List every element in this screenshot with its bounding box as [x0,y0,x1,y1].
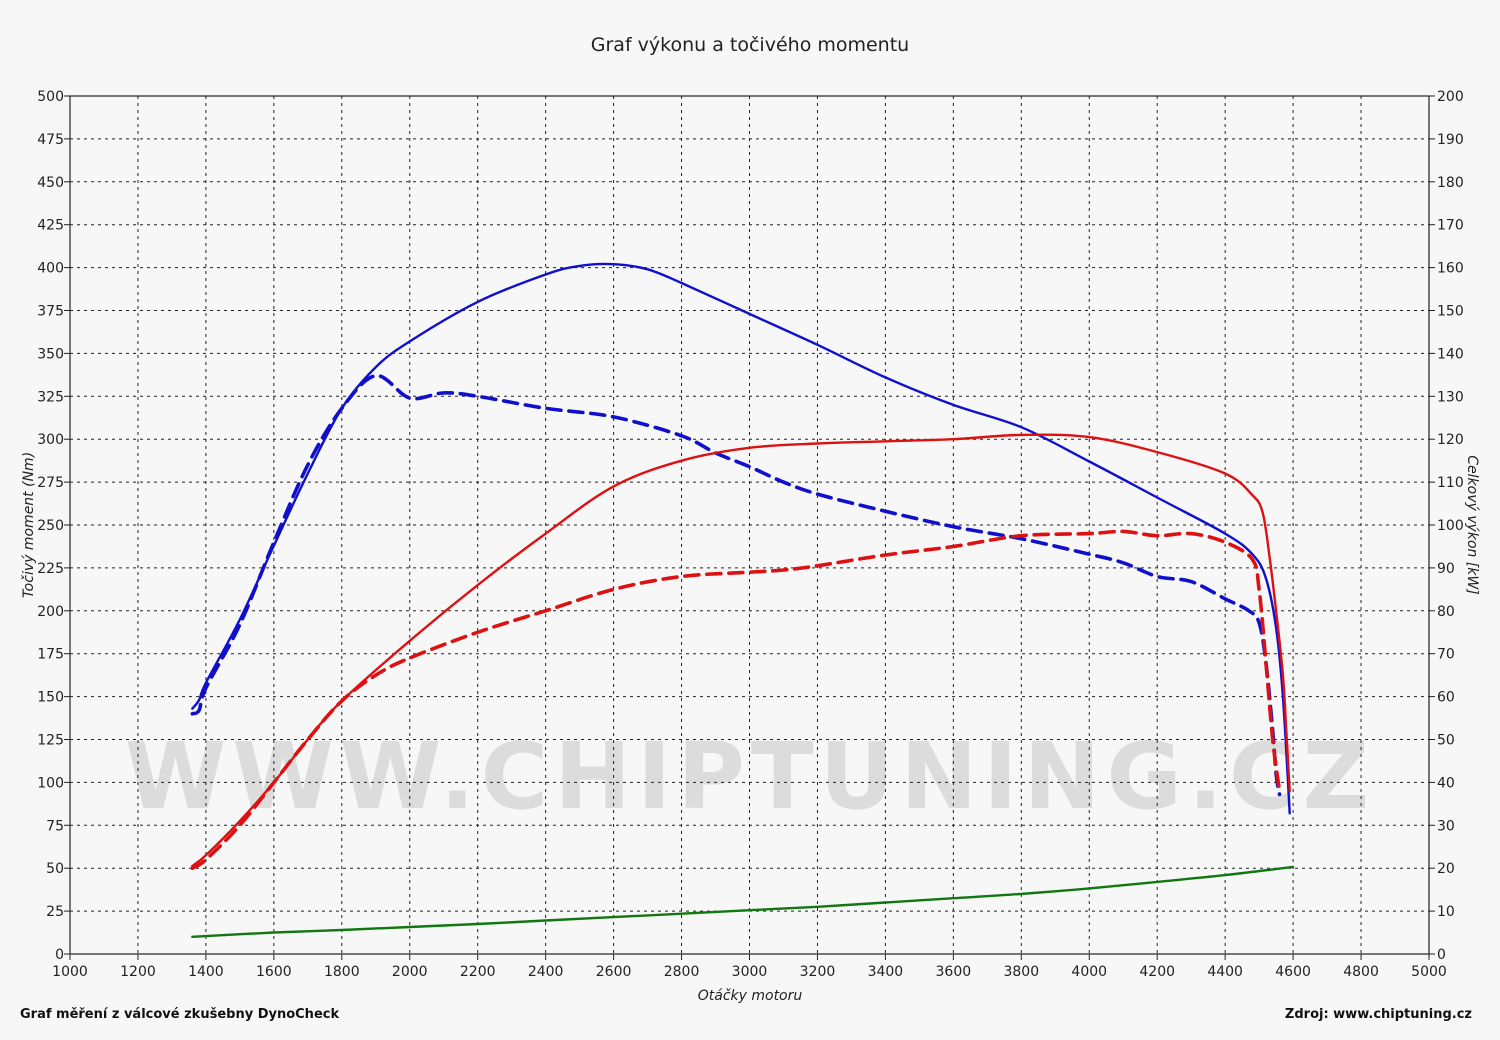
y-right-tick-label: 190 [1437,132,1464,148]
loss-line [191,865,1295,938]
y-right-tick-label: 120 [1437,432,1464,448]
x-tick-label: 5000 [1411,964,1447,980]
y-right-tick-label: 0 [1437,947,1446,963]
y-right-tick-label: 80 [1437,604,1455,620]
ticks: 1000 1200 1400 1600 1800 2000 2200 2400 2600 2800… [37,89,1463,980]
y-left-tick-label: 0 [55,947,64,963]
y-right-tick-label: 10 [1437,904,1455,920]
y-left-tick-label: 300 [37,432,64,448]
y-left-tick-label: 375 [37,304,64,320]
y-right-tick-label: 60 [1437,690,1455,706]
y-left-tick-label: 150 [37,690,64,706]
y-right-tick-label: 180 [1437,175,1464,191]
y-left-tick-label: 100 [37,775,64,791]
y-right-tick-label: 140 [1437,346,1464,362]
x-tick-label: 3200 [800,964,836,980]
y-left-tick-label: 50 [46,861,64,877]
y-left-tick-label: 200 [37,604,64,620]
y-right-tick-label: 200 [1437,89,1464,105]
y-right-tick-label: 40 [1437,775,1455,791]
x-tick-label: 1600 [256,964,292,980]
y-left-tick-label: 325 [37,389,64,405]
y-axis-right-label: Celkový výkon [kW] [1464,455,1480,594]
y-left-tick-label: 25 [46,904,64,920]
y-left-tick-label: 125 [37,733,64,749]
x-tick-label: 4800 [1343,964,1379,980]
footer-website: Zdroj: www.chiptuning.cz [1284,1007,1472,1022]
watermark-text: WWW.CHIPTUNING.CZ [125,723,1375,830]
x-tick-label: 2600 [596,964,632,980]
y-right-tick-label: 50 [1437,733,1455,749]
y-right-tick-label: 100 [1437,518,1464,534]
x-tick-label: 3000 [732,964,768,980]
y-right-tick-label: 20 [1437,861,1455,877]
y-right-tick-label: 170 [1437,218,1464,234]
x-tick-label: 2200 [460,964,496,980]
x-tick-label: 2800 [664,964,700,980]
x-tick-label: 1000 [52,964,88,980]
y-left-tick-label: 450 [37,175,64,191]
y-left-tick-label: 175 [37,647,64,663]
y-left-tick-label: 225 [37,561,64,577]
y-left-tick-label: 475 [37,132,64,148]
y-left-tick-label: 250 [37,518,64,534]
y-left-tick-label: 400 [37,261,64,277]
x-tick-label: 1200 [120,964,156,980]
x-tick-label: 4600 [1275,964,1311,980]
y-left-tick-label: 275 [37,475,64,491]
torque-tuned-line [191,262,1291,815]
series-layer [190,262,1295,938]
x-tick-label: 2400 [528,964,564,980]
x-tick-label: 4000 [1071,964,1107,980]
x-tick-label: 2000 [392,964,428,980]
x-axis-label: Otáčky motoru [698,988,803,1004]
y-left-tick-label: 350 [37,346,64,362]
y-right-tick-label: 90 [1437,561,1455,577]
torque-stock-line [190,373,1282,797]
x-tick-label: 1400 [188,964,224,980]
x-tick-label: 3800 [1003,964,1039,980]
y-right-tick-label: 130 [1437,389,1464,405]
x-tick-label: 1800 [324,964,360,980]
y-right-tick-label: 160 [1437,261,1464,277]
power-stock-line [190,529,1282,870]
x-tick-label: 4200 [1139,964,1175,980]
y-right-tick-label: 70 [1437,647,1455,663]
y-axis-left-label: Točivý moment (Nm) [21,452,37,598]
y-left-tick-label: 425 [37,218,64,234]
y-right-tick-label: 30 [1437,818,1455,834]
x-tick-label: 3600 [936,964,972,980]
footer-source-note: Graf měření z válcové zkušebny DynoCheck [20,1007,340,1022]
y-right-tick-label: 150 [1437,304,1464,320]
grid [70,96,1429,954]
y-left-tick-label: 500 [37,89,64,105]
x-tick-label: 3400 [868,964,904,980]
y-right-tick-label: 110 [1437,475,1464,491]
x-tick-label: 4400 [1207,964,1243,980]
power-tuned-line [191,433,1291,868]
y-left-tick-label: 75 [46,818,64,834]
chart-title: Graf výkonu a točivého momentu [591,34,909,56]
